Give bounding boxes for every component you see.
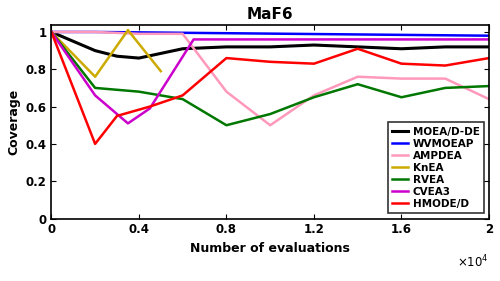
MOEA/D-DE bbox=[486, 45, 492, 49]
HMODE/D bbox=[48, 30, 54, 34]
HMODE/D bbox=[398, 62, 404, 65]
Text: $\times10^4$: $\times10^4$ bbox=[458, 253, 489, 270]
HMODE/D bbox=[442, 64, 448, 67]
Line: CVEA3: CVEA3 bbox=[52, 32, 489, 123]
WVMOEAP bbox=[486, 34, 492, 37]
Title: MaF6: MaF6 bbox=[247, 7, 294, 22]
HMODE/D bbox=[147, 105, 153, 108]
KnEA bbox=[92, 75, 98, 78]
RVEA bbox=[48, 30, 54, 34]
CVEA3 bbox=[48, 30, 54, 34]
WVMOEAP bbox=[92, 30, 98, 34]
AMPDEA bbox=[136, 32, 142, 35]
Line: AMPDEA: AMPDEA bbox=[52, 32, 489, 125]
MOEA/D-DE bbox=[180, 47, 186, 50]
HMODE/D bbox=[311, 62, 317, 65]
Legend: MOEA/D-DE, WVMOEAP, AMPDEA, KnEA, RVEA, CVEA3, HMODE/D: MOEA/D-DE, WVMOEAP, AMPDEA, KnEA, RVEA, … bbox=[388, 123, 484, 213]
RVEA bbox=[267, 112, 273, 116]
AMPDEA bbox=[311, 94, 317, 97]
RVEA bbox=[224, 124, 230, 127]
MOEA/D-DE bbox=[354, 45, 360, 49]
CVEA3 bbox=[190, 38, 196, 41]
HMODE/D bbox=[486, 56, 492, 60]
HMODE/D bbox=[224, 56, 230, 60]
Line: RVEA: RVEA bbox=[52, 32, 489, 125]
AMPDEA bbox=[486, 98, 492, 101]
KnEA bbox=[125, 28, 131, 32]
CVEA3 bbox=[224, 38, 230, 41]
AMPDEA bbox=[224, 90, 230, 93]
MOEA/D-DE bbox=[398, 47, 404, 50]
Line: HMODE/D: HMODE/D bbox=[52, 32, 489, 144]
CVEA3 bbox=[92, 94, 98, 97]
AMPDEA bbox=[92, 30, 98, 34]
AMPDEA bbox=[398, 77, 404, 80]
AMPDEA bbox=[267, 124, 273, 127]
CVEA3 bbox=[147, 107, 153, 110]
HMODE/D bbox=[267, 60, 273, 64]
AMPDEA bbox=[354, 75, 360, 78]
RVEA bbox=[442, 86, 448, 90]
MOEA/D-DE bbox=[311, 43, 317, 47]
KnEA bbox=[158, 69, 164, 73]
RVEA bbox=[486, 84, 492, 88]
MOEA/D-DE bbox=[92, 49, 98, 52]
RVEA bbox=[354, 83, 360, 86]
Line: KnEA: KnEA bbox=[52, 30, 161, 77]
X-axis label: Number of evaluations: Number of evaluations bbox=[190, 242, 350, 255]
RVEA bbox=[136, 90, 142, 93]
AMPDEA bbox=[442, 77, 448, 80]
AMPDEA bbox=[180, 32, 186, 35]
RVEA bbox=[92, 86, 98, 90]
Y-axis label: Coverage: Coverage bbox=[7, 89, 20, 155]
CVEA3 bbox=[486, 38, 492, 41]
HMODE/D bbox=[354, 47, 360, 50]
Line: WVMOEAP: WVMOEAP bbox=[52, 32, 489, 36]
HMODE/D bbox=[92, 142, 98, 146]
MOEA/D-DE bbox=[136, 56, 142, 60]
MOEA/D-DE bbox=[442, 45, 448, 49]
MOEA/D-DE bbox=[48, 30, 54, 34]
RVEA bbox=[311, 96, 317, 99]
RVEA bbox=[180, 98, 186, 101]
CVEA3 bbox=[125, 122, 131, 125]
HMODE/D bbox=[180, 94, 186, 97]
WVMOEAP bbox=[48, 30, 54, 34]
KnEA bbox=[48, 30, 54, 34]
MOEA/D-DE bbox=[224, 45, 230, 49]
MOEA/D-DE bbox=[267, 45, 273, 49]
Line: MOEA/D-DE: MOEA/D-DE bbox=[52, 32, 489, 58]
RVEA bbox=[398, 96, 404, 99]
HMODE/D bbox=[114, 114, 120, 117]
MOEA/D-DE bbox=[114, 55, 120, 58]
AMPDEA bbox=[48, 30, 54, 34]
